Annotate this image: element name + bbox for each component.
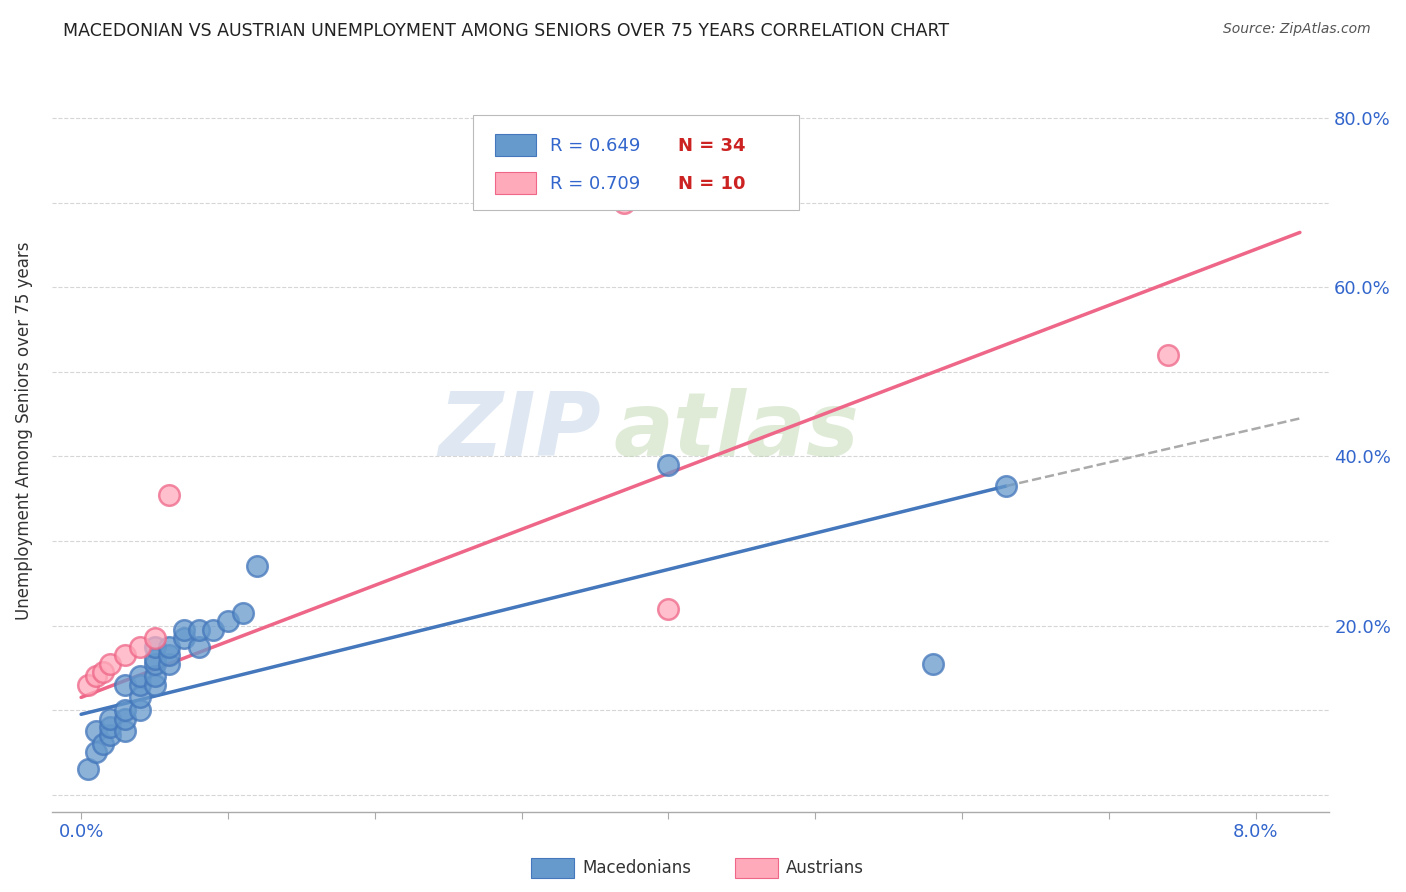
Point — [187, 623, 209, 637]
Point — [114, 678, 136, 692]
Point — [657, 458, 679, 472]
Point — [128, 690, 150, 705]
Point — [91, 737, 114, 751]
Point — [77, 678, 100, 692]
Point — [187, 640, 209, 654]
Point — [143, 652, 166, 666]
Point — [995, 479, 1018, 493]
FancyBboxPatch shape — [495, 172, 536, 194]
Point — [114, 648, 136, 662]
Point — [128, 669, 150, 683]
Point — [217, 615, 239, 629]
Text: N = 34: N = 34 — [678, 136, 745, 155]
Y-axis label: Unemployment Among Seniors over 75 years: Unemployment Among Seniors over 75 years — [15, 242, 32, 620]
Point — [157, 657, 180, 671]
FancyBboxPatch shape — [474, 115, 799, 211]
Point — [143, 631, 166, 645]
Text: MACEDONIAN VS AUSTRIAN UNEMPLOYMENT AMONG SENIORS OVER 75 YEARS CORRELATION CHAR: MACEDONIAN VS AUSTRIAN UNEMPLOYMENT AMON… — [63, 22, 949, 40]
Text: ZIP: ZIP — [439, 388, 602, 475]
Point — [84, 724, 107, 739]
Text: Austrians: Austrians — [786, 859, 863, 877]
Point — [114, 712, 136, 726]
Point — [84, 669, 107, 683]
Point — [143, 678, 166, 692]
Point — [1157, 348, 1180, 362]
FancyBboxPatch shape — [495, 135, 536, 156]
Point — [128, 703, 150, 717]
Point — [143, 640, 166, 654]
Point — [143, 657, 166, 671]
Point — [157, 487, 180, 501]
Point — [157, 648, 180, 662]
Text: Macedonians: Macedonians — [582, 859, 692, 877]
Point — [246, 559, 269, 574]
Text: R = 0.709: R = 0.709 — [550, 175, 640, 193]
Point — [173, 631, 195, 645]
Point — [84, 745, 107, 759]
Point — [100, 720, 122, 734]
Point — [128, 640, 150, 654]
Point — [114, 724, 136, 739]
Point — [77, 762, 100, 776]
Point — [100, 728, 122, 742]
Text: N = 10: N = 10 — [678, 175, 745, 193]
Text: Source: ZipAtlas.com: Source: ZipAtlas.com — [1223, 22, 1371, 37]
Point — [114, 703, 136, 717]
Point — [173, 623, 195, 637]
Point — [232, 606, 254, 620]
Point — [143, 669, 166, 683]
Point — [657, 601, 679, 615]
Text: atlas: atlas — [614, 388, 859, 475]
Point — [100, 657, 122, 671]
Point — [921, 657, 943, 671]
Point — [91, 665, 114, 679]
Point — [202, 623, 225, 637]
Point — [157, 640, 180, 654]
Point — [100, 712, 122, 726]
Point — [128, 678, 150, 692]
Point — [613, 195, 636, 210]
Text: R = 0.649: R = 0.649 — [550, 136, 640, 155]
